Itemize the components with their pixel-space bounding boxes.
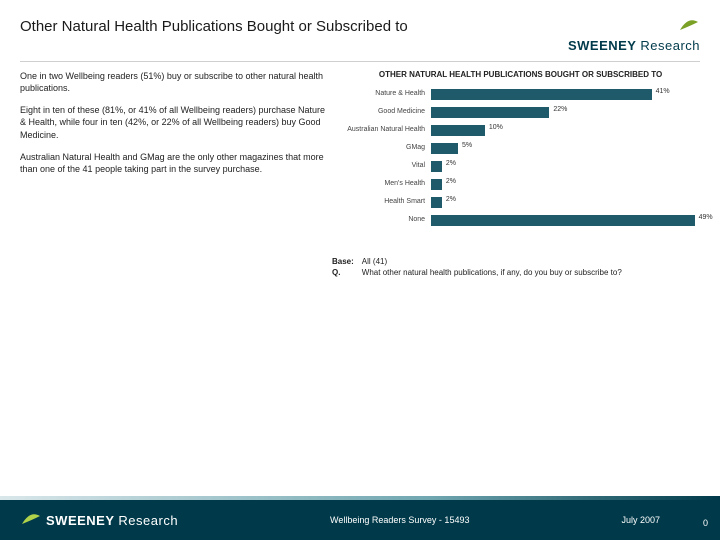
chart-row: GMag 5%: [341, 139, 700, 157]
brand-name: SWEENEY Research: [568, 38, 700, 53]
paragraph: Eight in ten of these (81%, or 41% of al…: [20, 104, 329, 140]
chart-row-track: 49%: [431, 215, 700, 226]
chart-bar-value: 2%: [446, 196, 456, 203]
leaf-icon: [678, 18, 700, 37]
chart-row: None49%: [341, 211, 700, 229]
chart-row: Men's Health 2%: [341, 175, 700, 193]
page-title: Other Natural Health Publications Bought…: [20, 18, 408, 35]
chart-bar-value: 10%: [489, 124, 503, 131]
logo-top: SWEENEY Research: [568, 18, 700, 55]
divider: [20, 61, 700, 62]
slide: Other Natural Health Publications Bought…: [0, 0, 720, 540]
chart-bar: [431, 89, 652, 100]
question-label: Q.: [332, 268, 360, 277]
chart-row: Good Medicine 22%: [341, 103, 700, 121]
chart-row-label: Vital: [341, 162, 431, 169]
chart-bar: [431, 161, 442, 172]
chart-title: OTHER NATURAL HEALTH PUBLICATIONS BOUGHT…: [341, 70, 700, 79]
base-value: All (41): [362, 257, 622, 266]
chart-bar: [431, 179, 442, 190]
footer-page: 0: [703, 518, 708, 528]
chart-row-track: 2%: [431, 179, 700, 190]
paragraph: One in two Wellbeing readers (51%) buy o…: [20, 70, 329, 94]
chart-bar-value: 49%: [699, 214, 713, 221]
chart-bar-value: 41%: [656, 88, 670, 95]
chart-row-track: 10%: [431, 125, 700, 136]
chart-row-label: Nature & Health: [341, 90, 431, 97]
leaf-icon: [20, 512, 42, 528]
body-text: One in two Wellbeing readers (51%) buy o…: [20, 70, 329, 229]
chart-bar: [431, 143, 458, 154]
chart-bar-value: 2%: [446, 160, 456, 167]
chart-panel: OTHER NATURAL HEALTH PUBLICATIONS BOUGHT…: [341, 70, 700, 229]
chart-row: Nature & Health 41%: [341, 85, 700, 103]
chart-row-label: Good Medicine: [341, 108, 431, 115]
chart-bar: [431, 125, 485, 136]
chart-row: Vital 2%: [341, 157, 700, 175]
chart-row-track: 41%: [431, 89, 700, 100]
footer-brand: SWEENEY Research: [46, 513, 178, 528]
footer: SWEENEY Research Wellbeing Readers Surve…: [0, 500, 720, 540]
body: One in two Wellbeing readers (51%) buy o…: [0, 70, 720, 229]
chart-bar-value: 22%: [553, 106, 567, 113]
chart-row-label: Australian Natural Health: [341, 126, 431, 133]
footer-date: July 2007: [621, 515, 660, 525]
chart-row-track: 2%: [431, 161, 700, 172]
base-label: Base:: [332, 257, 360, 266]
chart-bar: [431, 197, 442, 208]
chart-row-track: 22%: [431, 107, 700, 118]
question-value: What other natural health publications, …: [362, 268, 622, 277]
header: Other Natural Health Publications Bought…: [0, 0, 720, 59]
chart-bar-value: 2%: [446, 178, 456, 185]
chart-row-label: GMag: [341, 144, 431, 151]
chart-row-label: Health Smart: [341, 198, 431, 205]
chart-row-label: None: [341, 216, 431, 223]
chart-bar: [431, 107, 549, 118]
paragraph: Australian Natural Health and GMag are t…: [20, 151, 329, 175]
chart-row: Australian Natural Health 10%: [341, 121, 700, 139]
chart-row: Health Smart 2%: [341, 193, 700, 211]
chart-row-track: 2%: [431, 197, 700, 208]
chart-row-track: 5%: [431, 143, 700, 154]
chart-row-label: Men's Health: [341, 180, 431, 187]
base-question: Base:All (41) Q.What other natural healt…: [330, 255, 624, 279]
footer-survey: Wellbeing Readers Survey - 15493: [178, 515, 621, 525]
chart-bar: [431, 215, 695, 226]
chart-bar-value: 5%: [462, 142, 472, 149]
footer-logo: SWEENEY Research: [20, 512, 178, 528]
bar-chart: Nature & Health 41% Good Medicine 22% Austra…: [341, 85, 700, 229]
